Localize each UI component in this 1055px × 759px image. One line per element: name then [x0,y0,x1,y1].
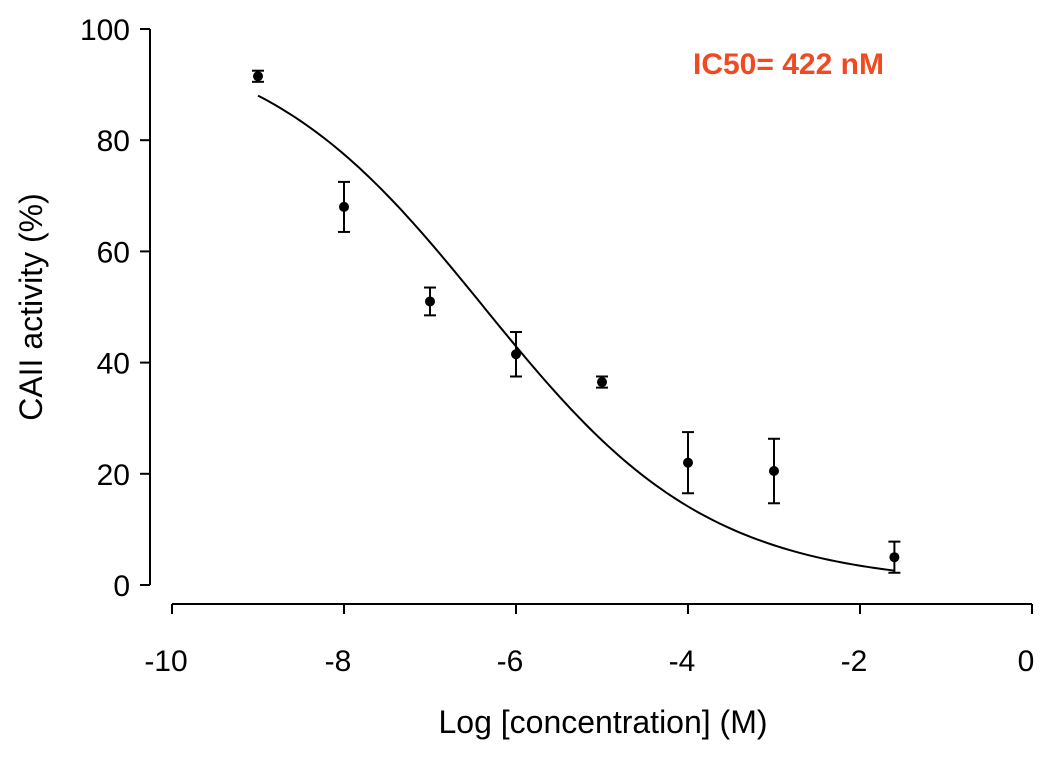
data-point [511,349,521,360]
data-point [339,201,349,212]
y-tick-label: 80 [97,125,130,158]
x-tick-label: 0 [1018,645,1035,678]
x-tick-label: -4 [669,645,696,678]
y-tick-label: 60 [97,236,130,269]
fit-curve [257,94,895,572]
y-tick-label: 0 [113,570,130,603]
y-axis-title: CAII activity (%) [13,193,49,421]
ic50-annotation: IC50= 422 nM [693,48,884,81]
data-point [253,71,263,82]
data-point [683,457,693,468]
x-tick-label: -2 [841,645,868,678]
data-point [597,377,607,388]
y-tick-label: 40 [97,348,130,381]
y-tick-label: 20 [97,459,130,492]
axes: 0 20 40 60 80 100 -10 -8 -6 -4 -2 0 [80,14,1034,678]
x-tick-label: -8 [325,645,352,678]
data-point [769,466,779,477]
x-tick-label: -10 [144,645,187,678]
plot-area [252,69,901,574]
x-axis-title: Log [concentration] (M) [438,704,767,740]
data-point [425,296,435,307]
y-tick-label: 100 [80,14,130,47]
data-point [889,552,900,563]
x-tick-label: -6 [497,645,524,678]
